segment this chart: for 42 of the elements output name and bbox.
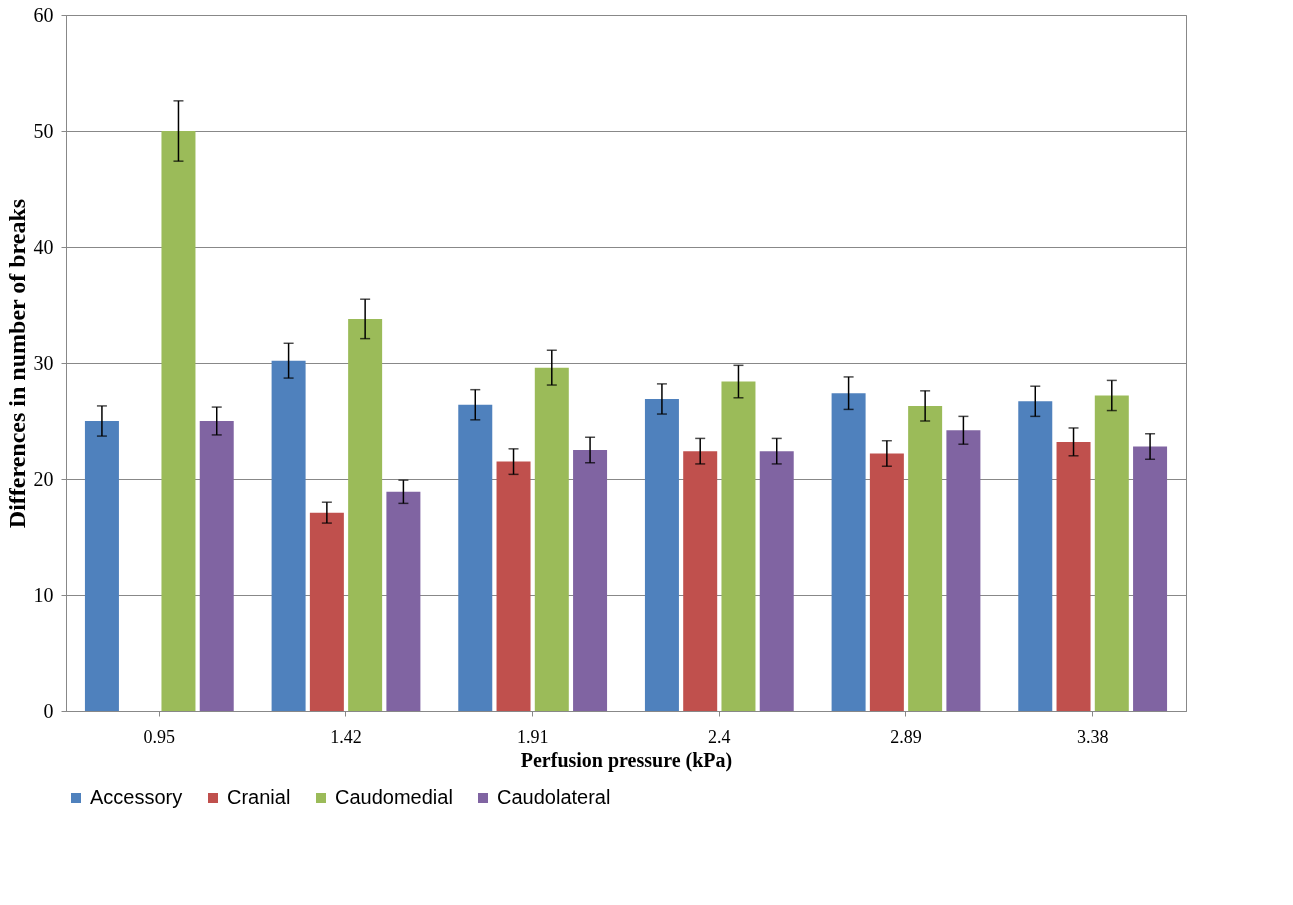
bar xyxy=(573,450,608,711)
y-tick-label: 60 xyxy=(33,3,54,26)
x-tick-label: 1.91 xyxy=(516,726,549,747)
bar xyxy=(831,393,866,711)
bar xyxy=(84,421,119,711)
y-tick-label: 10 xyxy=(33,583,54,606)
bar xyxy=(721,381,756,711)
legend-label: Accessory xyxy=(90,786,183,808)
bar xyxy=(199,421,234,711)
bar xyxy=(1133,446,1168,711)
bar xyxy=(1094,395,1129,711)
bar xyxy=(946,430,981,711)
bar xyxy=(683,451,718,711)
x-tick-label: 0.95 xyxy=(143,726,176,747)
bar xyxy=(1056,441,1091,711)
y-tick-label: 50 xyxy=(33,119,54,142)
x-tick-label: 2.89 xyxy=(890,726,922,747)
bar xyxy=(908,405,943,711)
bar xyxy=(348,318,383,711)
y-tick-label: 0 xyxy=(43,699,54,722)
bar xyxy=(759,451,794,711)
bar xyxy=(161,131,196,711)
bar xyxy=(534,367,569,711)
x-tick-label: 1.42 xyxy=(330,726,362,747)
bar xyxy=(386,491,421,711)
bar xyxy=(458,404,493,711)
bar xyxy=(496,461,531,711)
y-tick-label: 40 xyxy=(33,235,54,258)
bar xyxy=(644,398,679,711)
bar xyxy=(271,360,306,711)
bar xyxy=(869,453,904,711)
legend-label: Cranial xyxy=(227,786,291,808)
x-tick-label: 3.38 xyxy=(1076,726,1109,747)
legend-label: Caudomedial xyxy=(335,786,453,808)
y-tick-label: 30 xyxy=(33,351,54,374)
bar xyxy=(309,512,344,711)
bar xyxy=(1018,401,1053,711)
y-axis-title: Differences in number of breaks xyxy=(3,198,30,529)
legend-label: Caudolateral xyxy=(497,786,611,808)
y-tick-label: 20 xyxy=(33,467,54,490)
x-axis-title: Perfusion pressure (kPa) xyxy=(520,748,733,772)
x-tick-label: 2.4 xyxy=(708,726,731,747)
